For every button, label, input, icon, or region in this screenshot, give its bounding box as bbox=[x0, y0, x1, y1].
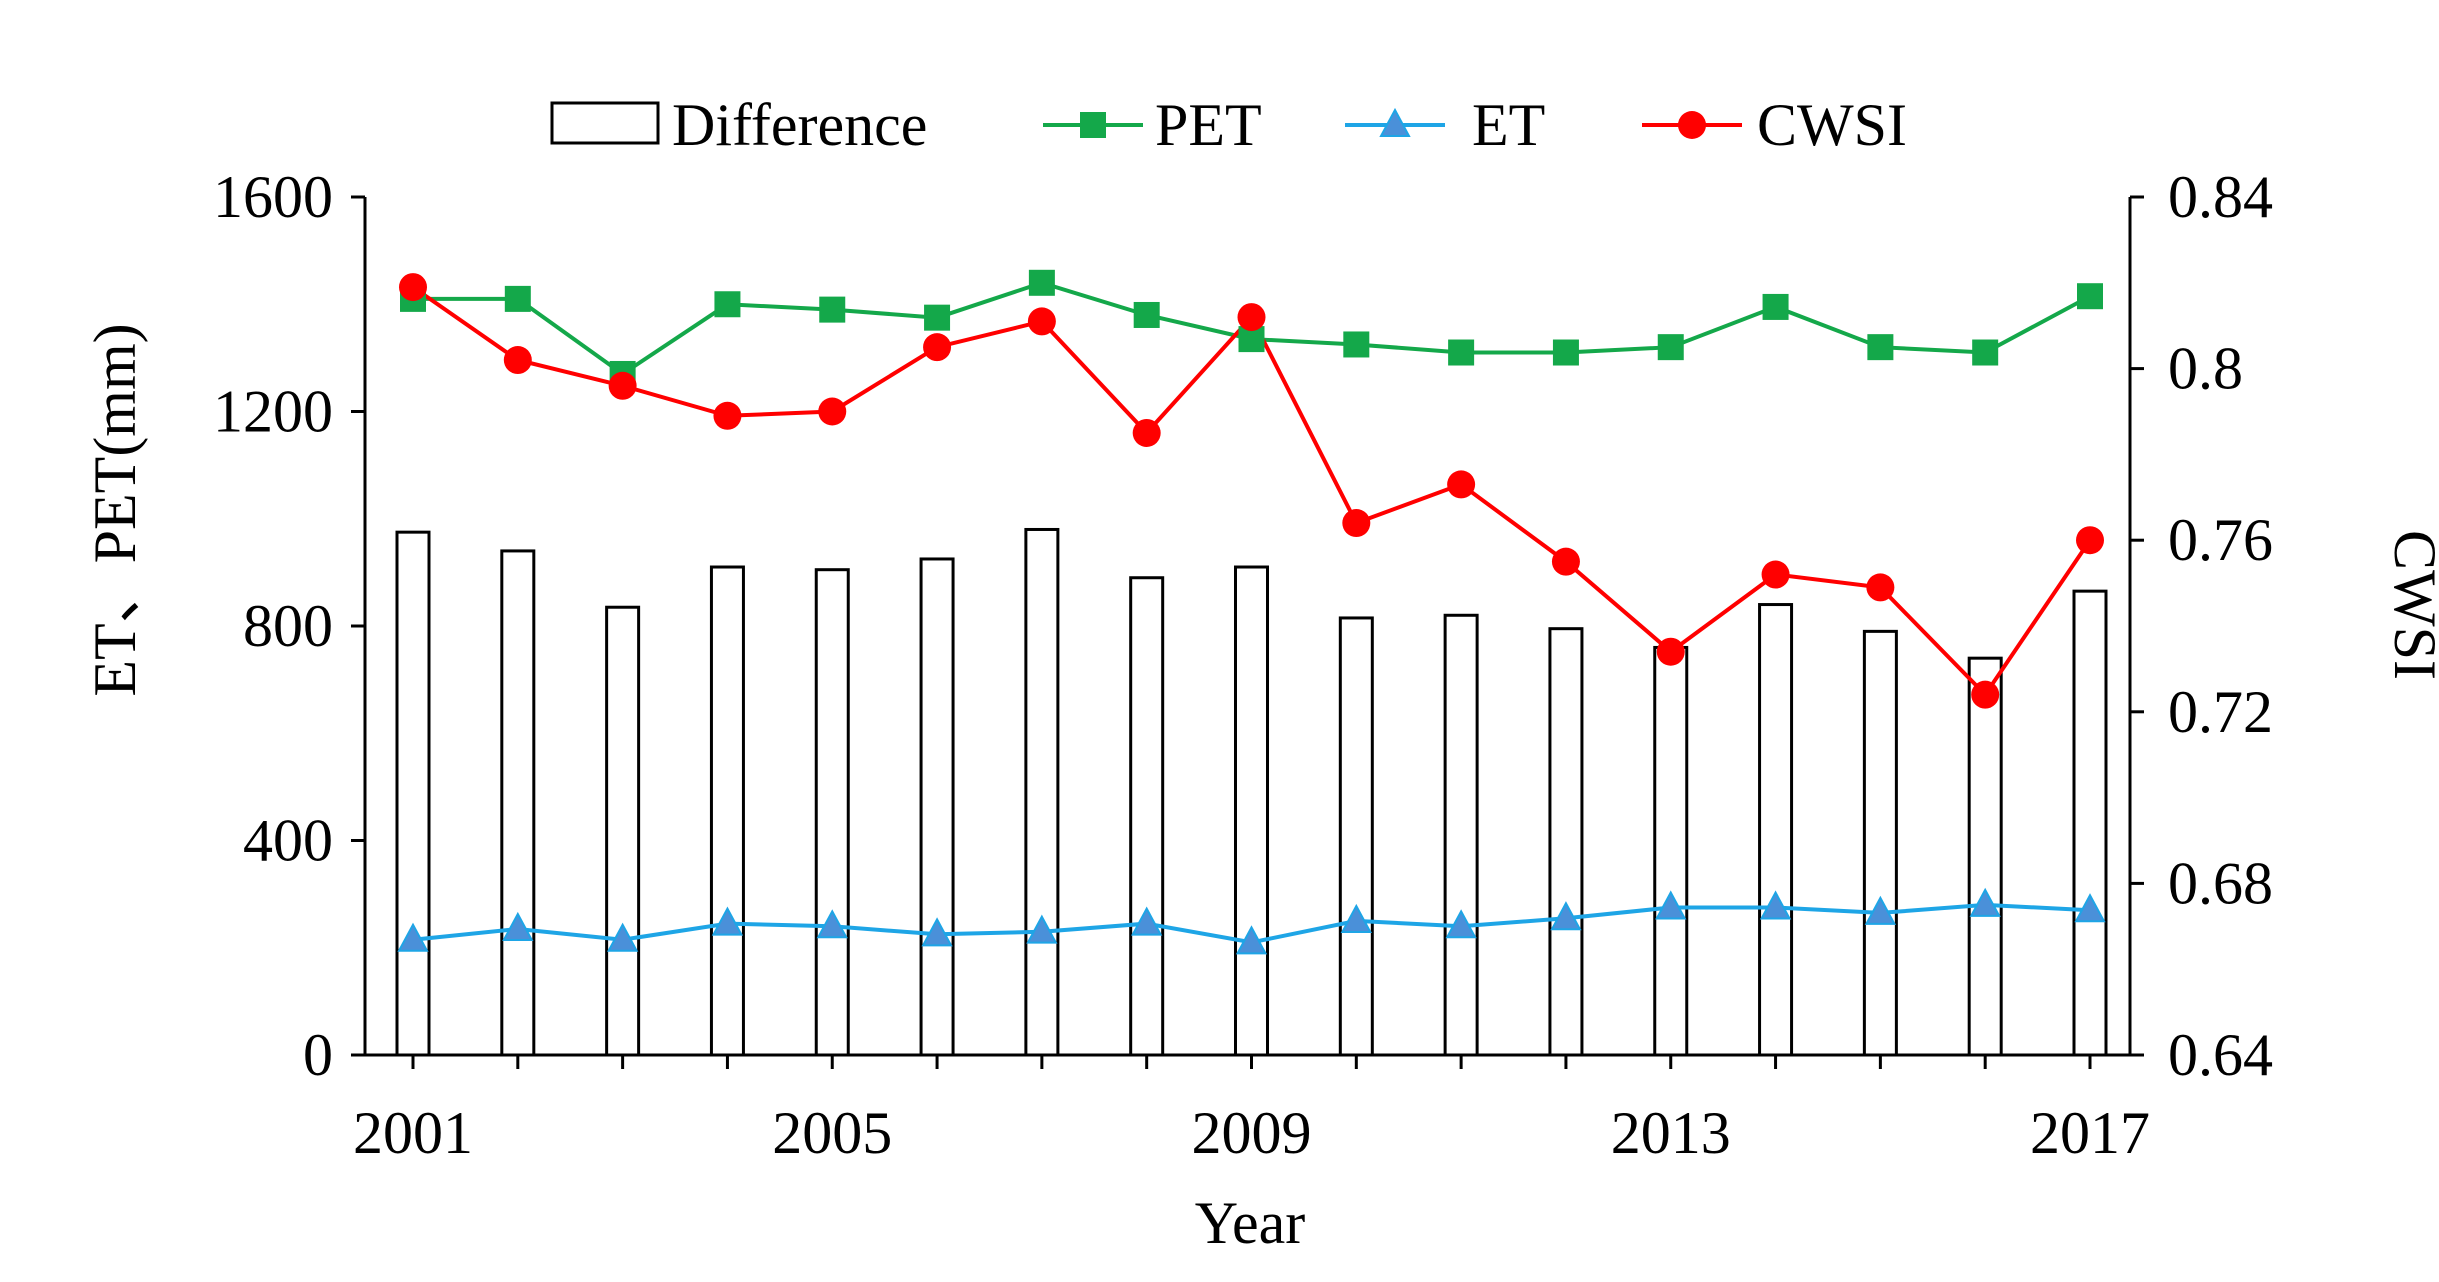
pet-point bbox=[504, 285, 531, 312]
cwsi-point bbox=[1132, 418, 1161, 447]
x-tick-label: 2005 bbox=[772, 1100, 892, 1166]
cwsi-point bbox=[399, 273, 427, 302]
pet-point bbox=[1657, 334, 1684, 361]
et-point bbox=[1445, 909, 1477, 939]
y-right-tick-label: 0.76 bbox=[2168, 507, 2273, 573]
difference-bar bbox=[1443, 613, 1479, 1057]
difference-bar bbox=[709, 565, 745, 1057]
et-point bbox=[921, 917, 953, 947]
cwsi-point bbox=[1237, 303, 1266, 332]
et-point bbox=[1131, 906, 1163, 936]
legend-label-difference: Difference bbox=[672, 92, 927, 158]
difference-bar bbox=[1653, 645, 1689, 1057]
pet-point bbox=[1972, 339, 1999, 366]
y-left-tick-label: 1600 bbox=[213, 164, 333, 230]
pet-point bbox=[1028, 269, 1055, 296]
y-right-axis-title: CWSI bbox=[2382, 530, 2439, 680]
y-right-tick-label: 0.64 bbox=[2168, 1022, 2273, 1088]
legend-marker-cwsi bbox=[1678, 111, 1706, 139]
axes bbox=[351, 195, 2144, 1069]
series-markers bbox=[397, 269, 2106, 955]
et-point bbox=[502, 911, 534, 941]
et-point bbox=[816, 909, 848, 939]
difference-bar bbox=[1758, 603, 1794, 1057]
difference-bar bbox=[1129, 576, 1165, 1057]
difference-bar bbox=[605, 605, 641, 1057]
cwsi-point bbox=[503, 346, 532, 375]
legend-swatch-difference bbox=[550, 101, 660, 145]
pet-point bbox=[2077, 283, 2103, 310]
y-left-tick-label: 800 bbox=[243, 593, 333, 659]
pet-point bbox=[1552, 339, 1579, 366]
et-point bbox=[1864, 895, 1897, 925]
difference-bar bbox=[1338, 616, 1374, 1057]
difference-bar bbox=[395, 530, 431, 1057]
legend-label-et: ET bbox=[1472, 92, 1545, 158]
cwsi-point bbox=[713, 401, 742, 430]
y-right-tick-label: 0.84 bbox=[2168, 164, 2273, 230]
cwsi-point bbox=[1656, 637, 1685, 666]
cwsi-point bbox=[1866, 573, 1895, 602]
et-point bbox=[711, 906, 744, 936]
et-point bbox=[606, 922, 639, 952]
difference-bar bbox=[2072, 589, 2108, 1057]
legend-marker-pet bbox=[1080, 112, 1106, 138]
et-point bbox=[1340, 903, 1372, 933]
et-point bbox=[397, 922, 429, 952]
difference-bar bbox=[814, 568, 850, 1057]
x-tick-label: 2001 bbox=[353, 1100, 473, 1166]
et-point bbox=[1235, 925, 1268, 955]
pet-point bbox=[1343, 331, 1370, 358]
x-tick-label: 2017 bbox=[2030, 1100, 2150, 1166]
tick-labels: 0 400 800 1200 1600 0.64 0.68 0.72 0.76 0.8 0.84 20… bbox=[213, 164, 2273, 1166]
difference-bar bbox=[1234, 565, 1269, 1057]
legend-label-pet: PET bbox=[1155, 92, 1262, 158]
legend-marker-et bbox=[1379, 107, 1411, 137]
difference-bar bbox=[1967, 656, 2003, 1057]
et-point bbox=[1550, 901, 1582, 931]
y-left-tick-label: 1200 bbox=[213, 379, 333, 445]
pet-point bbox=[924, 304, 951, 331]
pet-point bbox=[1762, 293, 1789, 320]
cwsi-point bbox=[1447, 470, 1476, 499]
cwsi-point bbox=[923, 333, 952, 362]
cwsi-point bbox=[1342, 509, 1371, 538]
difference-bars bbox=[395, 527, 2108, 1057]
x-tick-label: 2013 bbox=[1611, 1100, 1731, 1166]
et-point bbox=[1655, 890, 1687, 920]
y-left-tick-label: 400 bbox=[243, 808, 333, 874]
difference-bar bbox=[500, 549, 536, 1057]
legend-label-cwsi: CWSI bbox=[1757, 92, 1907, 158]
cwsi-point bbox=[1971, 680, 2000, 709]
difference-bar bbox=[919, 557, 955, 1057]
et-point bbox=[1759, 890, 1792, 920]
y-left-axis-title: ET、PET(mm) bbox=[82, 323, 148, 696]
difference-bar bbox=[1548, 627, 1584, 1057]
et-point bbox=[1026, 914, 1058, 944]
x-axis-title: Year bbox=[1195, 1190, 1306, 1256]
x-tick-label: 2009 bbox=[1192, 1100, 1312, 1166]
y-right-tick-label: 0.72 bbox=[2168, 679, 2273, 745]
pet-point bbox=[1133, 301, 1160, 328]
y-right-tick-label: 0.8 bbox=[2168, 336, 2243, 402]
pet-point bbox=[1448, 339, 1475, 366]
cwsi-point bbox=[818, 397, 847, 426]
pet-point bbox=[1867, 334, 1894, 361]
cwsi-point bbox=[1761, 560, 1790, 589]
cwsi-point bbox=[2076, 526, 2104, 555]
difference-bar bbox=[1862, 629, 1898, 1057]
pet-point bbox=[714, 291, 741, 318]
difference-bar bbox=[1024, 527, 1060, 1057]
cwsi-point bbox=[1027, 307, 1056, 336]
et-point bbox=[2074, 893, 2106, 923]
y-left-tick-label: 0 bbox=[303, 1022, 333, 1088]
legend: Difference PET ET CWSI bbox=[550, 92, 1907, 158]
cwsi-point bbox=[608, 371, 637, 400]
cwsi-point bbox=[1551, 547, 1580, 576]
et-point bbox=[1969, 887, 2001, 917]
pet-point bbox=[819, 296, 846, 323]
y-right-tick-label: 0.68 bbox=[2168, 850, 2273, 916]
